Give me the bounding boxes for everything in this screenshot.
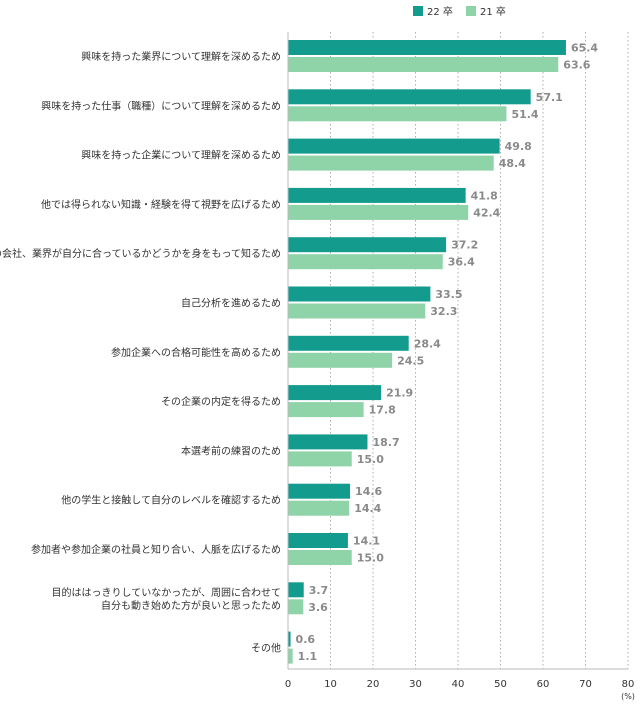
value-label: 3.7: [309, 584, 329, 597]
bar-22-7: [288, 385, 382, 401]
value-label: 21.9: [386, 387, 413, 400]
bar-22-0: [288, 40, 566, 55]
value-label: 41.8: [471, 189, 498, 202]
bar-21-9: [288, 500, 350, 516]
bar-22-12: [288, 631, 291, 647]
bar-22-3: [288, 187, 466, 203]
category-label: 参加者や参加企業の社員と知り合い、人脈を広げるため: [31, 543, 281, 556]
x-tick-label: 40: [452, 679, 465, 690]
bar-22-11: [288, 582, 304, 598]
x-axis: 0 10 20 30 40 50 60 70 80 (%): [285, 32, 635, 701]
bar-21-2: [288, 155, 494, 171]
value-label: 28.4: [414, 337, 441, 350]
value-label: 37.2: [451, 239, 478, 252]
x-tick-label: 70: [579, 679, 592, 690]
category-label: 自己分析を進めるため: [181, 297, 281, 310]
bar-21-0: [288, 57, 559, 72]
bar-21-4: [288, 254, 443, 270]
value-label: 51.4: [511, 108, 538, 121]
x-tick-label: 10: [324, 679, 337, 690]
legend-label-0: 22 卒: [427, 5, 453, 18]
legend-swatch-0: [413, 6, 423, 16]
x-tick-label: 60: [537, 679, 550, 690]
x-tick-label: 20: [367, 679, 380, 690]
value-label: 14.1: [353, 535, 380, 548]
unit-label: (%): [621, 692, 635, 701]
value-label: 36.4: [448, 256, 475, 269]
category-label: 本選考前の練習のため: [181, 444, 281, 457]
category-label: 目的ははっきりしていなかったが、周囲に合わせて: [52, 586, 282, 599]
bar-22-10: [288, 533, 348, 548]
bars: 65.4 63.6 57.1 51.4 49.8 48.4 41.8 42.4 37.2 36.4…: [288, 40, 598, 664]
bar-21-7: [288, 402, 364, 418]
value-label: 42.4: [473, 206, 500, 219]
bar-21-8: [288, 451, 352, 467]
bar-22-2: [288, 138, 500, 154]
value-label: 1.1: [298, 650, 318, 663]
bar-22-9: [288, 483, 351, 499]
bar-21-11: [288, 599, 304, 615]
value-label: 57.1: [536, 91, 563, 104]
value-label: 14.6: [355, 485, 382, 498]
bar-22-6: [288, 335, 409, 351]
value-label: 33.5: [435, 288, 462, 301]
category-label: 参加企業への合格可能性を高めるため: [111, 346, 281, 359]
bar-22-8: [288, 434, 368, 450]
value-label: 0.6: [296, 633, 316, 646]
x-tick-label: 80: [622, 679, 635, 690]
x-tick-label: 0: [285, 679, 291, 690]
category-label: 興味を持った企業について理解を深めるため: [81, 149, 281, 162]
category-label: 興味を持った仕事（職種）について理解を深めるため: [41, 99, 281, 112]
category-label: 自分も動き始めた方が良いと思ったため: [101, 599, 281, 612]
value-label: 63.6: [563, 59, 590, 72]
category-label: 他の学生と接触して自分のレベルを確認するため: [61, 494, 281, 507]
value-label: 65.4: [571, 42, 598, 55]
legend-label-1: 21 卒: [480, 5, 506, 18]
value-label: 49.8: [505, 140, 532, 153]
value-label: 15.0: [357, 552, 384, 565]
bar-21-10: [288, 550, 352, 565]
value-label: 32.3: [430, 305, 457, 318]
legend: 22 卒 21 卒: [413, 5, 506, 18]
value-label: 14.4: [354, 502, 381, 515]
value-label: 15.0: [357, 453, 384, 466]
bar-21-1: [288, 106, 507, 122]
bar-21-3: [288, 204, 469, 220]
bar-22-4: [288, 237, 447, 253]
bar-22-5: [288, 286, 431, 302]
category-label: その企業の内定を得るため: [161, 395, 281, 408]
bar-21-5: [288, 303, 426, 319]
bar-22-1: [288, 89, 531, 105]
value-label: 18.7: [372, 436, 399, 449]
category-label: 他では得られない知識・経験を得て視野を広げるため: [41, 198, 281, 211]
value-label: 17.8: [369, 404, 396, 417]
category-label: その会社、業界が自分に合っているかどうかを身をもって知るため: [0, 247, 281, 260]
value-label: 3.6: [308, 601, 328, 614]
value-label: 24.5: [397, 354, 424, 367]
x-tick-label: 30: [409, 679, 422, 690]
category-label: その他: [251, 642, 281, 655]
legend-swatch-1: [466, 6, 476, 16]
bar-21-6: [288, 352, 393, 368]
bar-21-12: [288, 648, 293, 664]
category-labels: 興味を持った業界について理解を深めるため興味を持った仕事（職種）について理解を深…: [0, 50, 281, 655]
x-tick-label: 50: [494, 679, 507, 690]
value-label: 48.4: [499, 157, 526, 170]
category-label: 興味を持った業界について理解を深めるため: [81, 50, 281, 63]
